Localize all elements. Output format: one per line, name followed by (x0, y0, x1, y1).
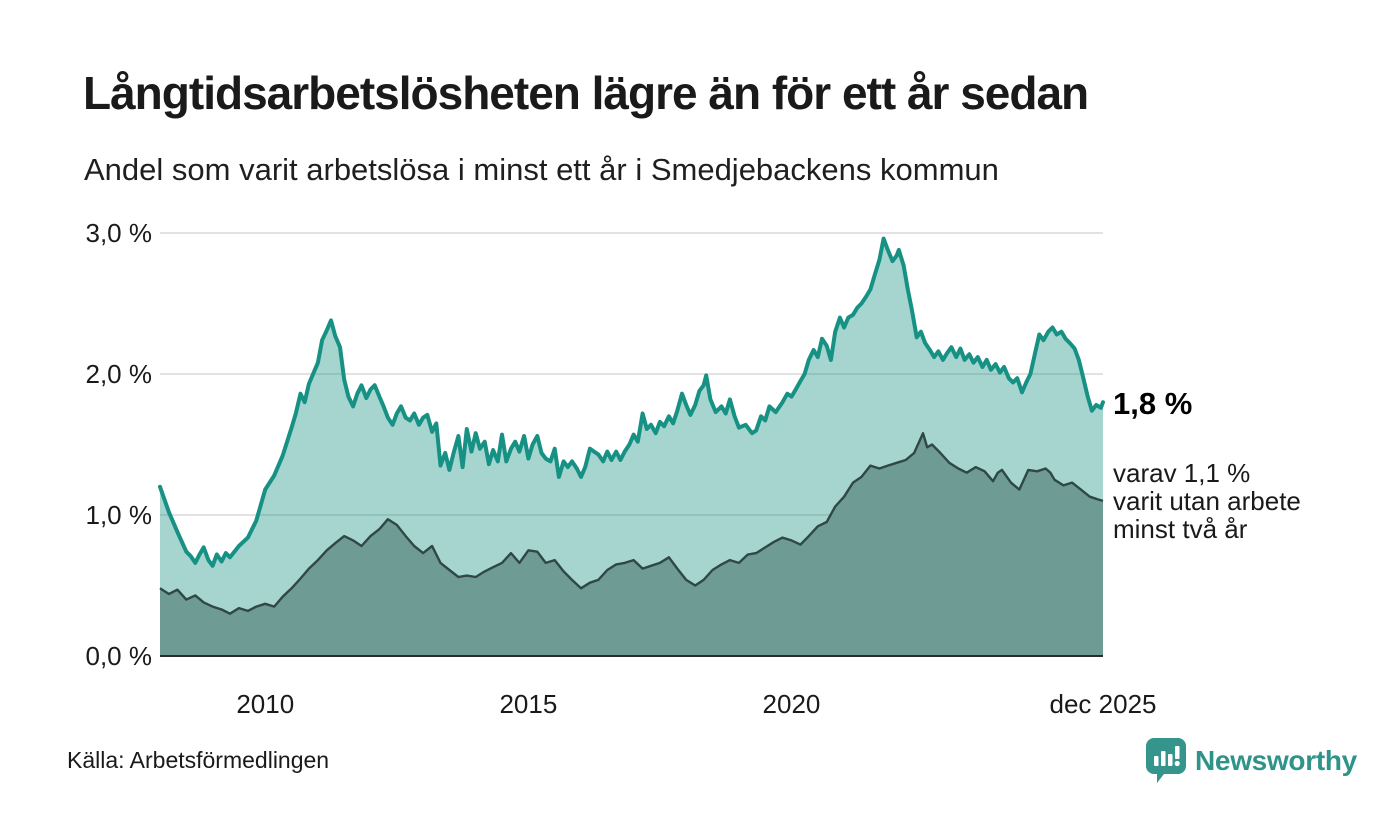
page-title: Långtidsarbetslösheten lägre än för ett … (83, 67, 1089, 119)
y-tick-label: 2,0 % (85, 359, 153, 389)
brand-logo: Newsworthy (1146, 738, 1357, 784)
x-tick-label: 2015 (499, 689, 558, 719)
latest-value-annotation: 1,8 % (1113, 386, 1193, 421)
x-tick-label: 2010 (236, 689, 295, 719)
page-subtitle: Andel som varit arbetslösa i minst ett å… (84, 152, 999, 187)
two-year-annotation-line1: varav 1,1 % (1113, 458, 1251, 488)
brand-name: Newsworthy (1195, 745, 1357, 776)
source-note: Källa: Arbetsförmedlingen (67, 747, 330, 773)
y-tick-label: 3,0 % (85, 218, 153, 248)
newsworthy-icon (1146, 738, 1186, 783)
line-two-years (159, 432, 1104, 615)
x-tick-label: dec 2025 (1049, 689, 1157, 719)
area-two-years (160, 433, 1103, 656)
x-tick-label: 2020 (762, 689, 821, 719)
line-total-one-year (158, 236, 1105, 568)
two-year-annotation: varav 1,1 % varit utan arbete minst två … (1113, 459, 1301, 543)
two-year-annotation-line2: varit utan arbete (1113, 486, 1301, 516)
y-tick-label: 0,0 % (85, 641, 153, 671)
two-year-annotation-line3: minst två år (1113, 514, 1248, 544)
y-tick-label: 1,0 % (85, 500, 153, 530)
